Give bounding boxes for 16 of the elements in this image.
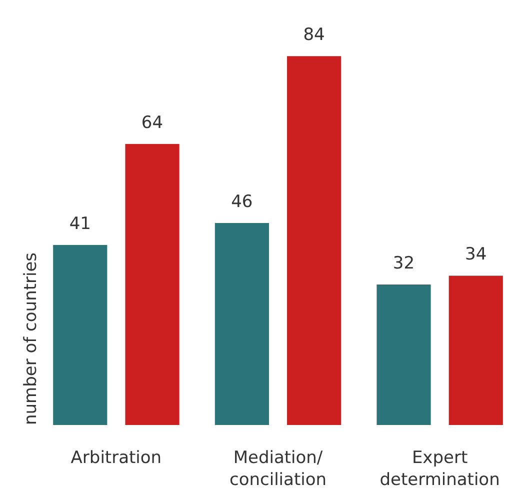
bar xyxy=(376,284,431,425)
y-axis-title: number of countries xyxy=(21,252,41,425)
bar xyxy=(125,144,180,425)
data-label: 84 xyxy=(303,25,325,46)
bar xyxy=(448,276,503,425)
data-label: 64 xyxy=(141,112,164,133)
data-label: 41 xyxy=(69,214,91,234)
bar xyxy=(53,244,108,425)
data-label: 34 xyxy=(465,244,487,265)
bar xyxy=(214,223,269,425)
x-tick-label: Arbitration xyxy=(70,448,162,468)
data-label: 32 xyxy=(392,253,415,274)
data-label: 46 xyxy=(231,192,253,212)
bar xyxy=(287,56,342,425)
x-tick-label: Mediation/ conciliation xyxy=(229,448,327,490)
x-tick-label: Expert determination xyxy=(380,448,500,490)
